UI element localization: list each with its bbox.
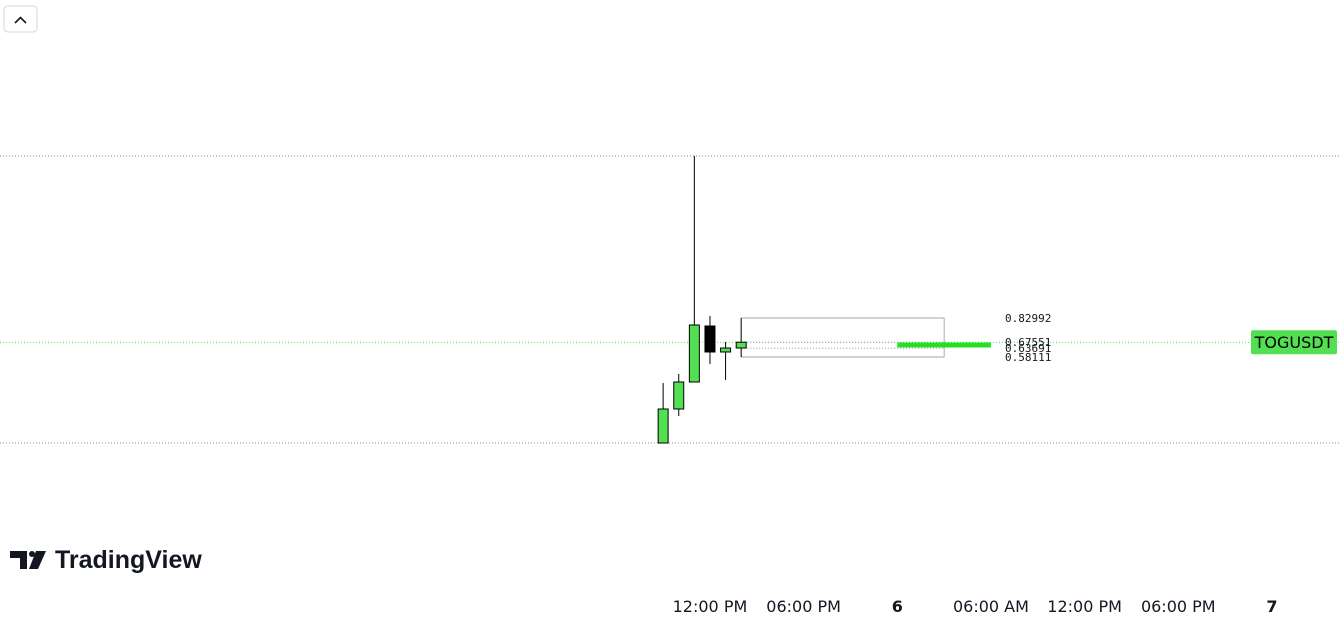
symbol-label-bg <box>1251 330 1337 355</box>
x-tick-label: 12:00 PM <box>673 597 748 616</box>
range-level-label: 0.63691 <box>1005 342 1051 355</box>
symbol-label: TOGUSDT <box>1254 333 1334 352</box>
candle-body <box>688 324 700 383</box>
candle-body <box>673 381 685 410</box>
candle-body <box>657 408 669 444</box>
candle-body <box>720 347 732 353</box>
brand-logo <box>10 551 46 569</box>
range-level-label: 0.67551 <box>1005 336 1051 349</box>
x-tick-label: 7 <box>1266 597 1277 616</box>
x-tick-label: 12:00 PM <box>1047 597 1122 616</box>
x-tick-label: 06:00 AM <box>953 597 1029 616</box>
x-tick-label: 06:00 PM <box>1141 597 1216 616</box>
collapse-button[interactable] <box>3 5 38 33</box>
collapse-icon <box>14 16 27 24</box>
range-level-label: 0.58111 <box>1005 351 1051 364</box>
x-tick-label: 06:00 PM <box>766 597 841 616</box>
x-tick-label: 6 <box>892 597 903 616</box>
candle-body <box>735 341 747 349</box>
candle-body <box>704 325 716 353</box>
brand-name: TradingView <box>55 546 202 574</box>
range-box <box>740 317 945 358</box>
range-level-label: 0.82992 <box>1005 312 1051 325</box>
